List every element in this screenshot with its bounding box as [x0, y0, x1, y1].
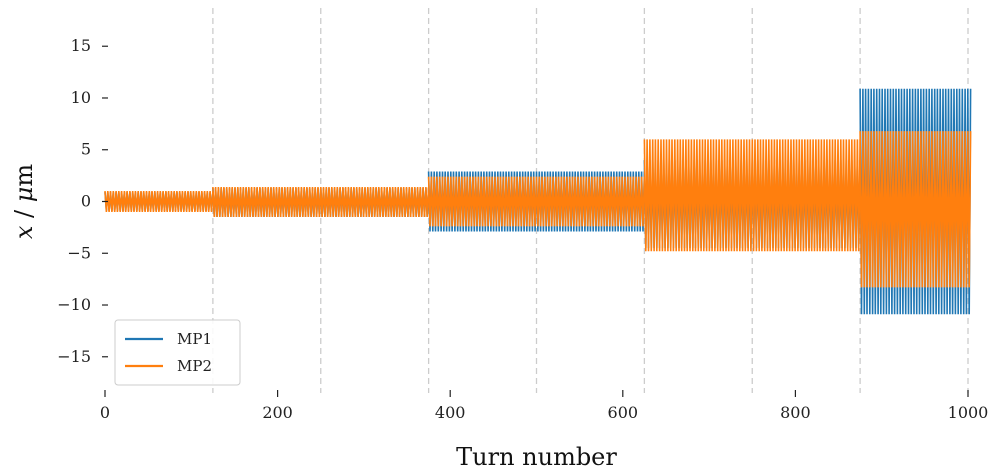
series-line-segment	[643, 139, 861, 252]
y-axis-label-unit: m	[10, 164, 38, 187]
x-ticks: 0 200 400 600 800 1000	[100, 390, 988, 422]
y-tick-label: 15	[71, 36, 91, 55]
x-tick-label: 200	[262, 403, 293, 422]
series-line-segment	[427, 171, 646, 232]
y-tick-label: 0	[81, 192, 91, 211]
axes: −15 −10 −5 0 5 10 15 0 200 400 600 800 1000	[57, 36, 988, 422]
x-tick-label: 800	[780, 403, 811, 422]
series-layer	[104, 88, 972, 315]
y-axis-label-variable: x	[10, 225, 38, 239]
series-line-segment	[859, 131, 972, 288]
x-tick-label: 1000	[948, 403, 989, 422]
y-axis-label-separator: /	[10, 202, 38, 225]
legend-label-mp1: MP1	[177, 330, 212, 348]
y-tick-label: −10	[57, 295, 91, 314]
legend: MP1 MP2	[114, 319, 241, 386]
series-line-segment	[104, 191, 214, 212]
legend-box	[114, 319, 241, 386]
x-tick-label: 400	[435, 403, 466, 422]
legend-items: MP1 MP2	[125, 330, 212, 375]
y-ticks: −15 −10 −5 0 5 10 15	[57, 36, 108, 366]
y-tick-label: 10	[71, 88, 91, 107]
y-axis-label-unit-prefix: μ	[10, 187, 38, 203]
y-tick-label: 5	[81, 140, 91, 159]
x-tick-label: 0	[100, 403, 110, 422]
x-tick-label: 600	[608, 403, 639, 422]
series-line-segment	[212, 186, 430, 218]
series-line-segment	[427, 176, 646, 227]
x-axis-label: Turn number	[456, 443, 617, 471]
y-tick-label: −15	[57, 347, 91, 366]
series-mp2	[104, 131, 972, 288]
legend-label-mp2: MP2	[177, 357, 212, 375]
y-tick-label: −5	[67, 243, 91, 262]
y-axis-label: x / μm	[10, 164, 38, 240]
